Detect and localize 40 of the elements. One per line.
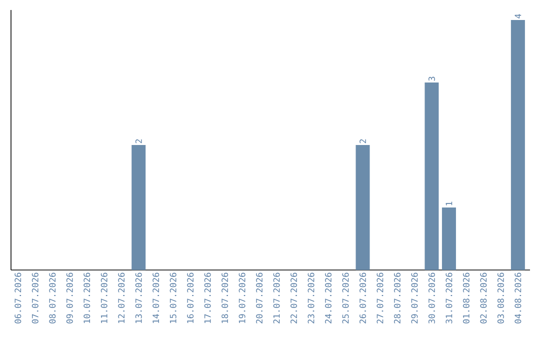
x-tick-label: 31.07.2026 [446, 272, 452, 324]
x-tick-label: 06.07.2026 [14, 272, 22, 324]
x-tick-label: 01.08.2026 [462, 272, 470, 324]
x-tick-label: 26.07.2026 [360, 272, 366, 324]
x-tick-label: 30.07.2026 [428, 272, 435, 324]
x-tick-label: 09.07.2026 [66, 272, 73, 324]
x-tick-label: 28.07.2026 [394, 272, 400, 324]
x-tick-label: 22.07.2026 [290, 272, 298, 324]
x-tick-label: 18.07.2026 [222, 272, 228, 323]
data-label: 2 [135, 139, 142, 144]
x-tick-label: 29.07.2026 [411, 272, 418, 324]
x-tick-label: 12.07.2026 [118, 272, 125, 323]
x-tick-label: 10.07.2026 [84, 272, 90, 323]
x-tick-label: 15.07.2026 [170, 272, 176, 323]
x-tick-label: 08.07.2026 [49, 272, 56, 324]
bar [132, 145, 146, 270]
data-label: 4 [514, 14, 522, 18]
x-tick-label: 16.07.2026 [187, 272, 194, 323]
x-tick-label: 11.07.2026 [100, 272, 108, 323]
x-tick-label: 14.07.2026 [152, 272, 160, 323]
x-tick-label: 27.07.2026 [376, 272, 384, 324]
x-tick-label: 20.07.2026 [256, 272, 263, 324]
bar [510, 20, 525, 270]
x-tick-label: 03.08.2026 [497, 272, 504, 324]
x-tick-label: 25.07.2026 [342, 272, 349, 324]
data-label: 3 [428, 76, 435, 81]
x-tick-label: 04.08.2026 [514, 272, 522, 324]
x-tick-label: 02.08.2026 [480, 272, 487, 324]
x-tick-label: 07.07.2026 [32, 272, 38, 324]
data-label: 1 [446, 202, 452, 206]
x-tick-label: 21.07.2026 [273, 272, 280, 324]
bar [356, 145, 370, 270]
x-tick-label: 24.07.2026 [325, 272, 332, 324]
bar [442, 208, 456, 270]
data-label: 2 [360, 139, 366, 144]
x-tick-label: 13.07.2026 [135, 272, 142, 323]
x-tick-label: 23.07.2026 [308, 272, 314, 324]
x-tick-label: 19.07.2026 [238, 272, 246, 323]
x-tick-label: 17.07.2026 [204, 272, 211, 323]
bar [424, 82, 439, 270]
